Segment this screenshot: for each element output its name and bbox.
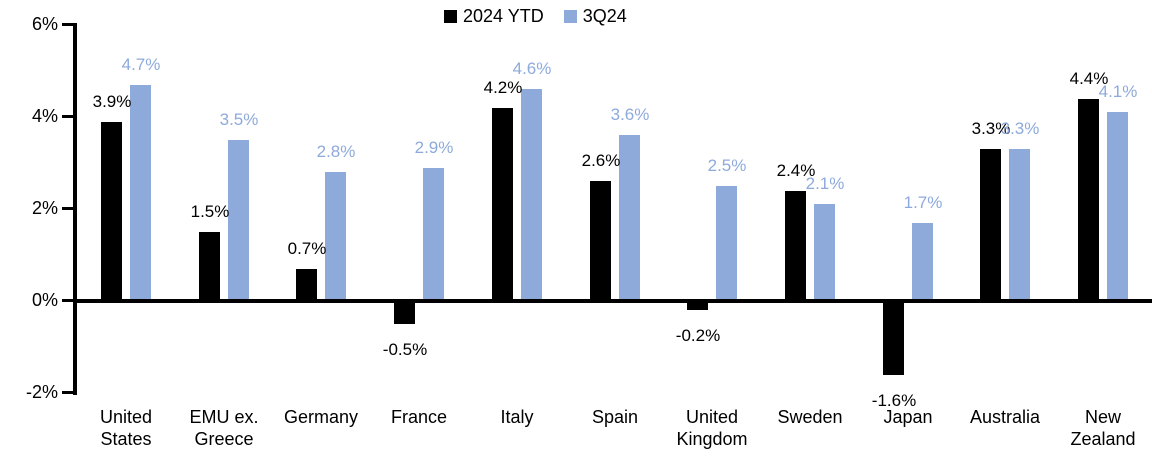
data-label-3q24: 3.6% bbox=[610, 105, 650, 124]
data-label-3q24: 2.8% bbox=[316, 142, 356, 161]
data-label-2024-ytd: 2.4% bbox=[776, 161, 816, 180]
category-label: New Zealand bbox=[1070, 407, 1136, 449]
bar-3q24 bbox=[619, 135, 640, 301]
data-label-3q24: 2.1% bbox=[805, 174, 845, 193]
data-label-2024-ytd: 2.6% bbox=[581, 151, 621, 170]
x-axis-line bbox=[73, 299, 1152, 303]
data-label-3q24: 4.1% bbox=[1098, 82, 1138, 101]
data-label-2024-ytd: -0.5% bbox=[382, 340, 428, 359]
bar-2024-ytd bbox=[687, 301, 708, 310]
category-label: Germany bbox=[283, 407, 359, 427]
data-label-3q24: 2.9% bbox=[414, 138, 454, 157]
bar-3q24 bbox=[423, 168, 444, 301]
data-label-3q24: 2.5% bbox=[707, 156, 747, 175]
category-label: France bbox=[390, 407, 448, 427]
legend-item-3q24: 3Q24 bbox=[563, 6, 627, 27]
y-axis-tick bbox=[62, 299, 77, 302]
bar-2024-ytd bbox=[199, 232, 220, 301]
data-label-3q24: 4.7% bbox=[121, 55, 161, 74]
category-label: Italy bbox=[500, 407, 534, 427]
data-label-3q24: 4.6% bbox=[512, 59, 552, 78]
bar-3q24 bbox=[814, 204, 835, 301]
bar-2024-ytd bbox=[980, 149, 1001, 301]
bar-2024-ytd bbox=[492, 108, 513, 301]
y-axis-tick bbox=[62, 391, 77, 394]
category-label: Spain bbox=[591, 407, 639, 427]
data-label-2024-ytd: -1.6% bbox=[871, 391, 917, 410]
y-axis-tick-label: 0% bbox=[31, 290, 58, 310]
bar-2024-ytd bbox=[296, 269, 317, 301]
y-axis-tick bbox=[62, 115, 77, 118]
bar-2024-ytd bbox=[394, 301, 415, 324]
category-label: Sweden bbox=[777, 407, 843, 427]
bar-3q24 bbox=[325, 172, 346, 301]
data-label-2024-ytd: 4.4% bbox=[1069, 69, 1109, 88]
category-label: Japan bbox=[883, 407, 933, 427]
data-label-2024-ytd: 0.7% bbox=[287, 239, 327, 258]
bar-3q24 bbox=[912, 223, 933, 301]
bar-2024-ytd bbox=[785, 191, 806, 301]
y-axis-line bbox=[73, 25, 77, 395]
bar-2024-ytd bbox=[883, 301, 904, 375]
data-label-2024-ytd: 3.9% bbox=[92, 92, 132, 111]
data-label-2024-ytd: 4.2% bbox=[483, 78, 523, 97]
data-label-2024-ytd: 3.3% bbox=[971, 119, 1011, 138]
legend-label-3q24: 3Q24 bbox=[582, 6, 627, 26]
y-axis-tick bbox=[62, 23, 77, 26]
category-label: United Kingdom bbox=[676, 407, 748, 449]
data-label-2024-ytd: 1.5% bbox=[190, 202, 230, 221]
y-axis-tick-label: -2% bbox=[25, 382, 58, 402]
data-label-3q24: 3.5% bbox=[219, 110, 259, 129]
bar-2024-ytd bbox=[101, 122, 122, 301]
data-label-3q24: 1.7% bbox=[903, 193, 943, 212]
legend-swatch-2024-ytd-icon bbox=[444, 10, 457, 23]
legend-item-2024-ytd: 2024 YTD bbox=[444, 6, 544, 27]
bar-3q24 bbox=[1009, 149, 1030, 301]
bar-3q24 bbox=[1107, 112, 1128, 301]
category-label: EMU ex. Greece bbox=[189, 407, 259, 449]
category-label: United States bbox=[99, 407, 153, 449]
y-axis-tick-label: 4% bbox=[31, 106, 58, 126]
legend-label-2024-ytd: 2024 YTD bbox=[463, 6, 544, 26]
legend-swatch-3q24-icon bbox=[563, 10, 577, 23]
bar-2024-ytd bbox=[590, 181, 611, 301]
data-label-2024-ytd: -0.2% bbox=[675, 326, 721, 345]
bar-3q24 bbox=[521, 89, 542, 301]
y-axis-tick-label: 6% bbox=[31, 14, 58, 34]
bar-2024-ytd bbox=[1078, 99, 1099, 301]
chart-legend: 2024 YTD 3Q24 bbox=[444, 6, 627, 27]
bar-3q24 bbox=[228, 140, 249, 301]
data-label-3q24: 3.3% bbox=[1000, 119, 1040, 138]
y-axis-tick-label: 2% bbox=[31, 198, 58, 218]
bar-3q24 bbox=[716, 186, 737, 301]
category-label: Australia bbox=[969, 407, 1041, 427]
y-axis-tick bbox=[62, 207, 77, 210]
bar-3q24 bbox=[130, 85, 151, 301]
